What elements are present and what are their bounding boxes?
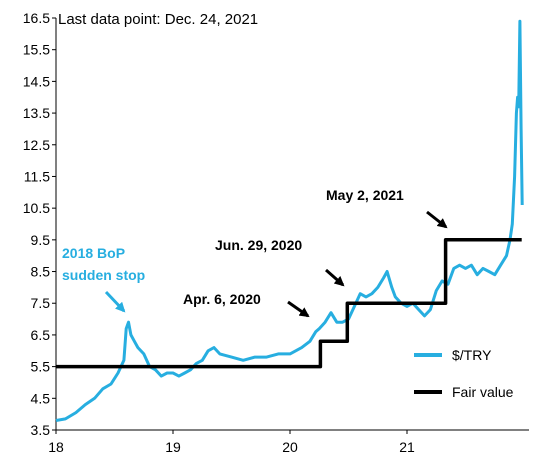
y-tick-label: 8.5 (31, 264, 51, 280)
annotation-arrow-apr-2020 (287, 300, 310, 318)
last-data-note: Last data point: Dec. 24, 2021 (58, 11, 258, 28)
annotation-arrow-may-2021 (426, 210, 448, 229)
y-tick-label: 5.5 (31, 359, 51, 375)
annotation-arrow-2018 (104, 290, 126, 313)
series-line-fair-value (56, 238, 522, 369)
y-tick-label: 10.5 (23, 200, 50, 216)
x-tick-label: 20 (282, 439, 298, 455)
x-tick-label: 19 (165, 439, 181, 455)
y-tick-label: 15.5 (23, 42, 50, 58)
y-tick-label: 9.5 (31, 232, 51, 248)
y-tick-label: 13.5 (23, 105, 50, 121)
y-tick-label: 12.5 (23, 137, 50, 153)
x-tick-label: 18 (48, 439, 64, 455)
y-tick-label: 6.5 (31, 327, 51, 343)
y-tick-group: 3.5 4.5 5.5 6.5 7.5 8.5 9.5 10.5 11.5 12.5 13.5 14.… (23, 10, 56, 438)
y-tick-label: 3.5 (31, 422, 51, 438)
series-layer (55, 19, 524, 422)
y-tick-label: 7.5 (31, 295, 51, 311)
annotation-apr-2020: Apr. 6, 2020 (183, 291, 261, 307)
y-tick-label: 4.5 (31, 390, 51, 406)
annotation-may-2021: May 2, 2021 (326, 187, 404, 203)
y-tick-label: 16.5 (23, 10, 50, 26)
annotation-arrow-jun-2020 (325, 268, 345, 287)
legend: $/TRY Fair value (414, 347, 514, 400)
annotation-jun-2020: Jun. 29, 2020 (215, 237, 302, 253)
series-line-usdtry (55, 19, 524, 422)
x-tick-label: 21 (399, 439, 415, 455)
annotation-sudden-stop: sudden stop (62, 267, 145, 283)
x-tick-group: 18 19 20 21 (48, 430, 415, 455)
legend-label-fair-value: Fair value (452, 384, 514, 400)
y-tick-label: 14.5 (23, 73, 50, 89)
y-tick-label: 11.5 (24, 168, 50, 184)
annotation-2018-bop: 2018 BoP (62, 245, 125, 261)
legend-label-usdtry: $/TRY (452, 347, 492, 363)
